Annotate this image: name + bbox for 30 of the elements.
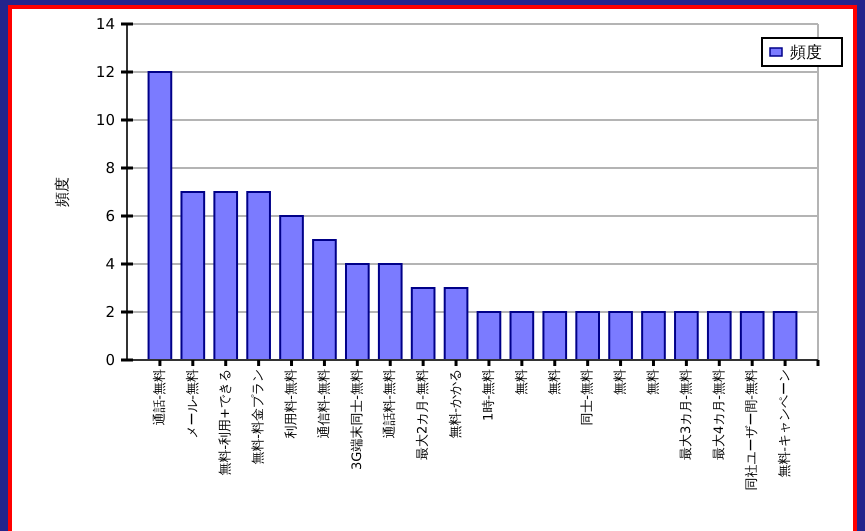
legend-label: 頻度 bbox=[790, 42, 822, 62]
y-tick-label: 4 bbox=[105, 255, 115, 273]
x-tick-label: 無料 bbox=[547, 369, 562, 395]
x-tick-label: 通信料-無料 bbox=[316, 369, 332, 439]
x-tick-label: 無料 bbox=[646, 369, 661, 395]
x-tick-label: 通話-無料 bbox=[152, 369, 168, 426]
x-tick-label: 無料-キャンペーン bbox=[778, 369, 793, 478]
y-tick-label: 14 bbox=[96, 15, 115, 33]
x-tick-label: 最大2カ月-無料 bbox=[416, 369, 431, 460]
y-tick-label: 8 bbox=[105, 159, 115, 177]
x-tick-label: 同社ユーザー間-無料 bbox=[744, 369, 760, 491]
x-tick-label: 無料 bbox=[514, 369, 530, 395]
x-tick-label: 3G端末同士-無料 bbox=[350, 369, 365, 470]
y-tick-label: 12 bbox=[96, 63, 115, 81]
y-tick-label: 6 bbox=[105, 207, 115, 225]
x-tick-label: 無料-かかる bbox=[448, 369, 464, 439]
x-tick-label: 無料-利用+できる bbox=[218, 369, 234, 476]
y-tick-label: 2 bbox=[105, 303, 115, 321]
x-tick-label: 最大3カ月-無料 bbox=[678, 369, 694, 460]
x-tick-label: 通話料-無料 bbox=[382, 369, 398, 439]
x-tick-label: 最大4カ月-無料 bbox=[712, 369, 727, 460]
y-tick-label: 10 bbox=[96, 111, 115, 129]
x-tick-label: 同士-無料 bbox=[580, 369, 596, 426]
x-tick-label: 利用料-無料 bbox=[284, 369, 300, 439]
x-tick-label: 1時-無料 bbox=[481, 369, 496, 421]
x-tick-label: 無料 bbox=[613, 369, 628, 395]
x-tick-label: 無料-料金プラン bbox=[251, 369, 266, 465]
y-tick-label: 0 bbox=[105, 351, 115, 369]
x-tick-label: メール-無料 bbox=[185, 369, 200, 439]
y-axis-title: 頻度 bbox=[53, 177, 71, 207]
